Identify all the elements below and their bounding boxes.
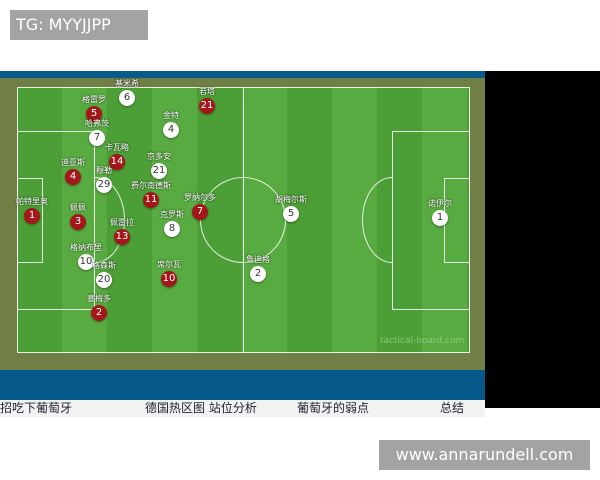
- slide-nav-bar: 招吃下葡萄牙 德国热区图 站位分析 葡萄牙的弱点 总结: [0, 400, 485, 417]
- nav-item-4[interactable]: 总结: [440, 401, 465, 415]
- player-number: 7: [89, 130, 105, 146]
- left-goal-area: [17, 178, 43, 263]
- player-name: 金特: [163, 111, 179, 120]
- player-number: 4: [65, 169, 81, 185]
- player-number: 1: [432, 210, 448, 226]
- player-name: 克罗斯: [160, 210, 184, 219]
- player-number: 2: [91, 305, 107, 321]
- player-name: 诺伊尔: [428, 199, 452, 208]
- player-number: 5: [86, 106, 102, 122]
- player-number: 21: [199, 98, 215, 114]
- player-number: 14: [109, 154, 125, 170]
- overlay-label-top: TG: MYYJJPP: [10, 10, 148, 40]
- player-number: 21: [151, 163, 167, 179]
- player-number: 13: [114, 229, 130, 245]
- player-number: 2: [250, 266, 266, 282]
- player-name: 佩雷拉: [110, 218, 134, 227]
- player-number: 5: [283, 206, 299, 222]
- player-number: 10: [161, 271, 177, 287]
- player-number: 4: [163, 122, 179, 138]
- black-panel: [485, 71, 600, 408]
- pitch-watermark: tactical-board.com: [380, 336, 465, 346]
- player-name: 若塔: [199, 87, 215, 96]
- player-number: 1: [24, 208, 40, 224]
- player-name: 费尔南德斯: [131, 181, 171, 190]
- player-name: 席尔瓦: [157, 260, 181, 269]
- player-number: 20: [96, 272, 112, 288]
- player-name: 胡梅尔斯: [275, 195, 307, 204]
- player-number: 3: [70, 214, 86, 230]
- player-name: 格雷罗: [82, 95, 106, 104]
- player-name: 帕特里奥: [16, 197, 48, 206]
- bottom-band: [0, 370, 485, 400]
- top-band: [0, 71, 485, 78]
- player-name: 塞梅多: [87, 294, 111, 303]
- player-number: 6: [119, 90, 135, 106]
- player-number: 7: [192, 204, 208, 220]
- nav-item-1[interactable]: 招吃下葡萄牙: [0, 401, 73, 415]
- player-number: 11: [143, 192, 159, 208]
- player-name: 罗纳尔多: [184, 193, 216, 202]
- center-circle: [200, 177, 286, 263]
- player-name: 佩佩: [70, 203, 86, 212]
- player-name: 鲁迪格: [246, 255, 270, 264]
- right-goal-area: [444, 178, 470, 263]
- player-name: 穆勒: [96, 166, 112, 175]
- player-number: 10: [78, 254, 94, 270]
- nav-item-3[interactable]: 葡萄牙的弱点: [297, 401, 370, 415]
- player-number: 29: [96, 177, 112, 193]
- player-name: 格森斯: [92, 261, 116, 270]
- player-name: 哈弗茨: [85, 119, 109, 128]
- player-name: 卡瓦略: [105, 143, 129, 152]
- nav-item-2[interactable]: 德国热区图 站位分析: [145, 401, 257, 415]
- overlay-label-bottom: www.annarundell.com: [379, 440, 590, 470]
- player-name: 迪亚斯: [61, 158, 85, 167]
- player-name: 京多安: [147, 152, 171, 161]
- player-name: 格纳布里: [70, 243, 102, 252]
- player-name: 基米希: [115, 79, 139, 88]
- player-number: 8: [164, 221, 180, 237]
